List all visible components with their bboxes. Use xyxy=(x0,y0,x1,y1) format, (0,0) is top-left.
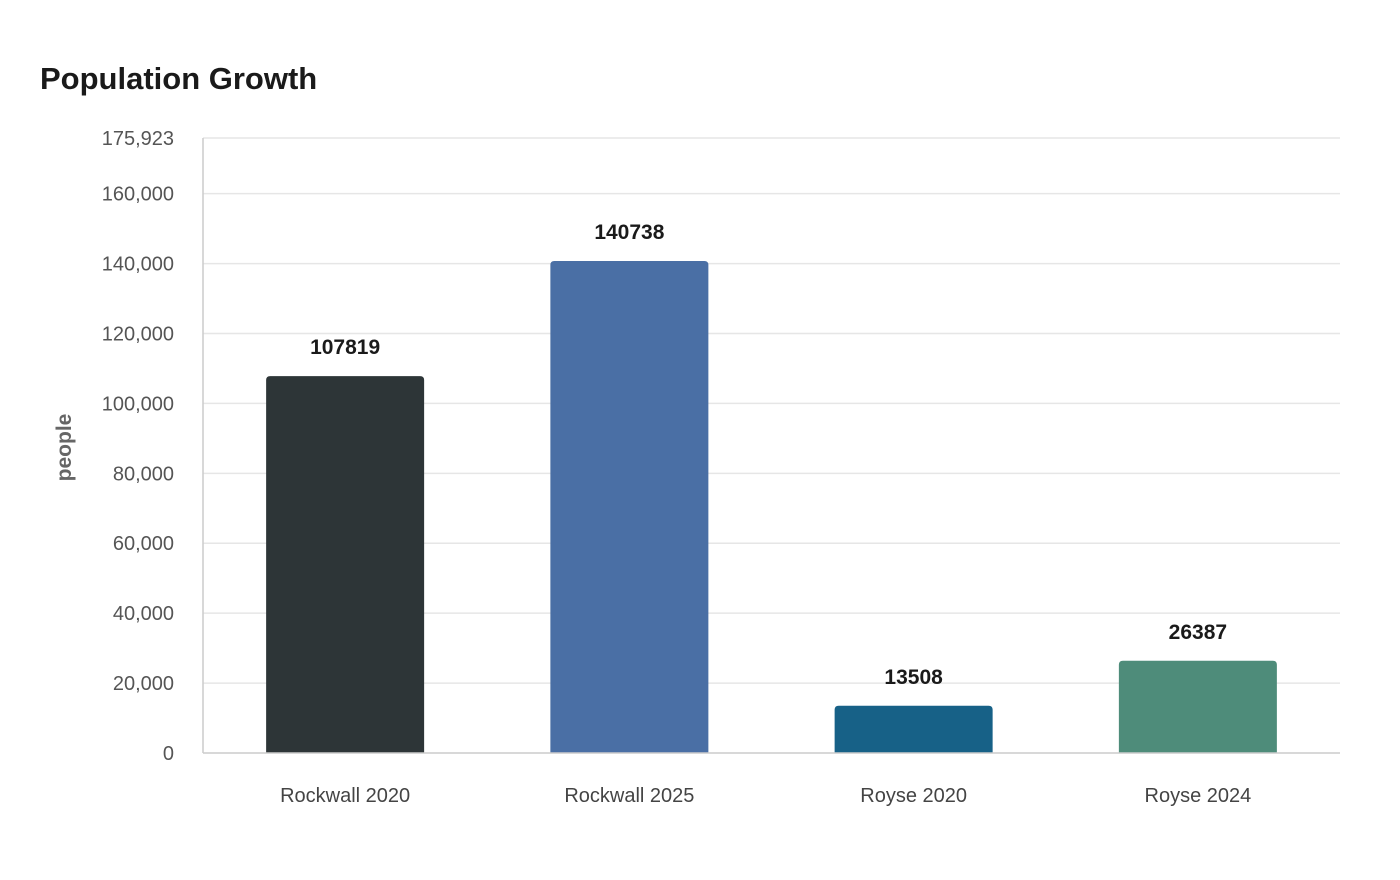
y-axis-title: people xyxy=(53,414,76,482)
x-category-label: Royse 2020 xyxy=(860,785,967,807)
y-axis-ticks: 0 20,000 40,000 60,000 80,000 100,000 120,000 1… xyxy=(102,128,174,765)
x-category-label: Rockwall 2020 xyxy=(280,785,410,807)
x-axis-categories: Rockwall 2020 Rockwall 2025 Royse 2020 Roys… xyxy=(280,785,1251,807)
y-tick-label: 175,923 xyxy=(102,128,174,150)
y-tick-label: 160,000 xyxy=(102,184,174,206)
y-tick-label: 100,000 xyxy=(102,393,174,415)
bar-value-label: 13508 xyxy=(884,666,943,689)
bar-royse-2024[interactable] xyxy=(1118,660,1277,753)
y-tick-label: 20,000 xyxy=(113,673,174,695)
bar-value-label: 140738 xyxy=(594,221,664,244)
bar-rockwall-2020[interactable] xyxy=(266,376,425,753)
chart-title: Population Growth xyxy=(40,61,318,96)
y-tick-label: 140,000 xyxy=(102,254,174,276)
y-tick-label: 120,000 xyxy=(102,323,174,345)
y-tick-label: 60,000 xyxy=(113,533,174,555)
y-tick-label: 0 xyxy=(163,743,174,765)
y-tick-label: 40,000 xyxy=(113,603,174,625)
bars xyxy=(266,261,1277,753)
value-labels: 107819 140738 13508 26387 xyxy=(310,221,1227,689)
bar-rockwall-2025[interactable] xyxy=(550,261,709,753)
x-category-label: Royse 2024 xyxy=(1145,785,1252,807)
bar-value-label: 26387 xyxy=(1169,621,1227,644)
y-tick-label: 80,000 xyxy=(113,463,174,485)
bar-royse-2020[interactable] xyxy=(834,705,993,753)
bar-value-label: 107819 xyxy=(310,336,380,359)
x-category-label: Rockwall 2025 xyxy=(564,785,694,807)
